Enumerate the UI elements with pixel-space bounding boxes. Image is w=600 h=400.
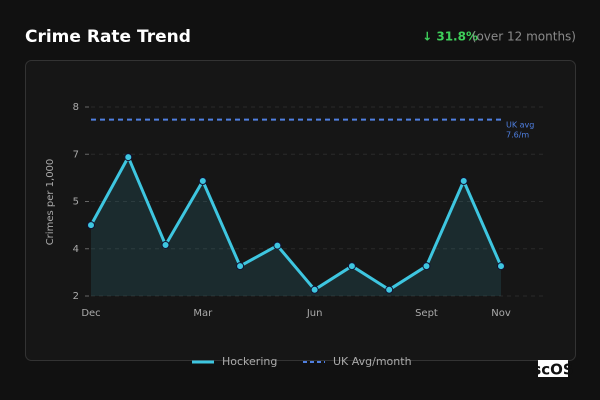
x-tick-label: Jun bbox=[306, 308, 323, 319]
data-point bbox=[385, 285, 394, 294]
x-tick-label: Dec bbox=[81, 308, 100, 319]
chart-card bbox=[25, 60, 576, 361]
title: Crime Rate Trend bbox=[25, 27, 191, 47]
change-note: (over 12 months) bbox=[472, 30, 576, 44]
logo: scOS bbox=[532, 361, 573, 379]
reference-annotation: 7.6/m bbox=[506, 131, 529, 140]
y-tick-label: 7 bbox=[73, 149, 79, 160]
x-tick-label: Nov bbox=[491, 308, 511, 319]
reference-annotation: UK avg bbox=[506, 121, 534, 130]
data-point bbox=[236, 262, 245, 271]
data-point bbox=[198, 177, 207, 186]
series-line bbox=[89, 155, 503, 292]
change-value: ↓ 31.8% bbox=[422, 30, 478, 44]
data-point bbox=[161, 240, 170, 249]
area-fill bbox=[91, 157, 501, 296]
y-tick-label: 2 bbox=[73, 291, 79, 302]
data-point bbox=[124, 153, 133, 162]
data-point bbox=[497, 262, 505, 271]
data-point bbox=[87, 221, 95, 230]
y-tick-label: 4 bbox=[73, 244, 79, 255]
data-point bbox=[310, 285, 319, 294]
x-tick-label: Mar bbox=[193, 308, 213, 319]
x-tick-label: Sept bbox=[415, 308, 438, 319]
y-axis-label: Crimes per 1,000 bbox=[45, 159, 56, 246]
y-tick-label: 8 bbox=[73, 102, 79, 113]
logo-box bbox=[538, 360, 568, 377]
data-point bbox=[459, 177, 468, 186]
legend-label: UK Avg/month bbox=[333, 355, 412, 368]
y-tick-label: 5 bbox=[73, 197, 79, 208]
data-point bbox=[273, 241, 282, 250]
data-point bbox=[422, 262, 431, 271]
data-point bbox=[347, 262, 356, 271]
legend-label: Hockering bbox=[222, 355, 277, 368]
